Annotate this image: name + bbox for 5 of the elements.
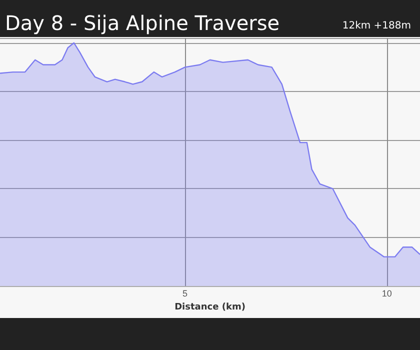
x-axis-title: Distance (km) [174,302,246,312]
x-tick-label: 10 [382,288,392,298]
chart-subtitle: 12km +188m [342,20,412,32]
chart-title: Day 8 - Sija Alpine Traverse [5,11,280,35]
x-tick-label: 5 [182,288,188,298]
